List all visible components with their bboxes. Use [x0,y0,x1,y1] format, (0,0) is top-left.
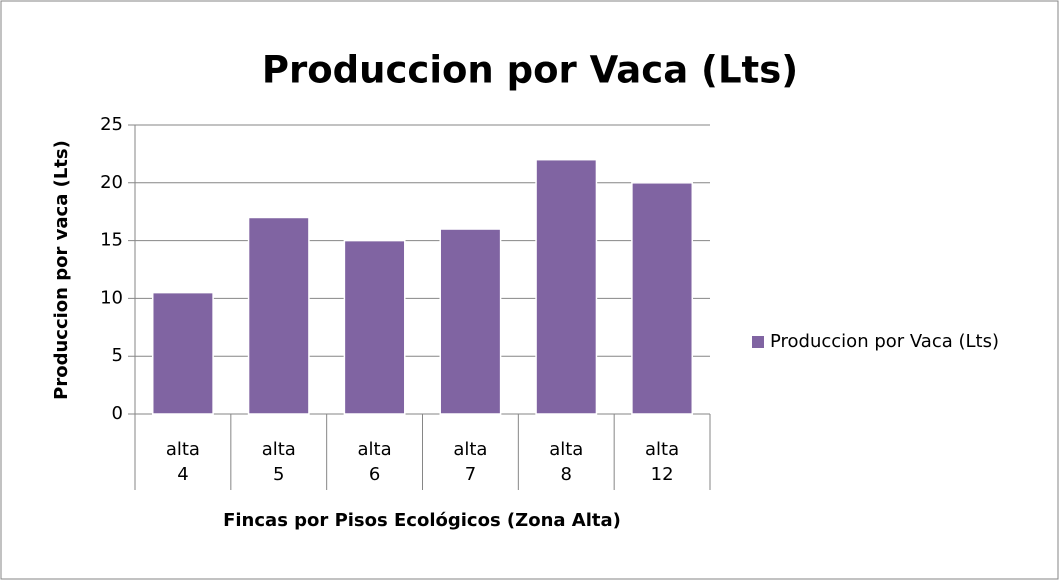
legend-swatch [752,336,764,348]
chart-title: Produccion por Vaca (Lts) [262,49,798,92]
x-tick-label: alta [549,439,583,460]
bar [151,291,214,415]
legend-label: Produccion por Vaca (Lts) [770,331,999,352]
x-tick-label: alta [645,439,679,460]
y-axis-label: Produccion por vaca (Lts) [51,140,72,400]
x-tick-label: 12 [651,464,674,485]
x-tick-label: alta [358,439,392,460]
y-tick-label: 15 [100,230,123,251]
x-tick-label: 7 [465,464,476,485]
x-tick-label: alta [453,439,487,460]
x-tick-label: alta [166,439,200,460]
bar [439,228,502,415]
x-tick-label: 6 [369,464,380,485]
x-tick-label: 5 [273,464,284,485]
x-axis-label: Fincas por Pisos Ecológicos (Zona Alta) [223,510,621,531]
y-tick-label: 10 [100,287,123,308]
x-tick-label: alta [262,439,296,460]
y-tick-label: 20 [100,172,123,193]
x-tick-label: 8 [561,464,572,485]
x-tick-label: 4 [177,464,188,485]
bar [631,182,694,415]
bar [343,239,406,415]
y-tick-label: 25 [100,114,123,135]
y-tick-label: 0 [112,403,123,424]
y-tick-label: 5 [112,345,123,366]
bar [535,158,598,415]
bar [247,216,310,415]
